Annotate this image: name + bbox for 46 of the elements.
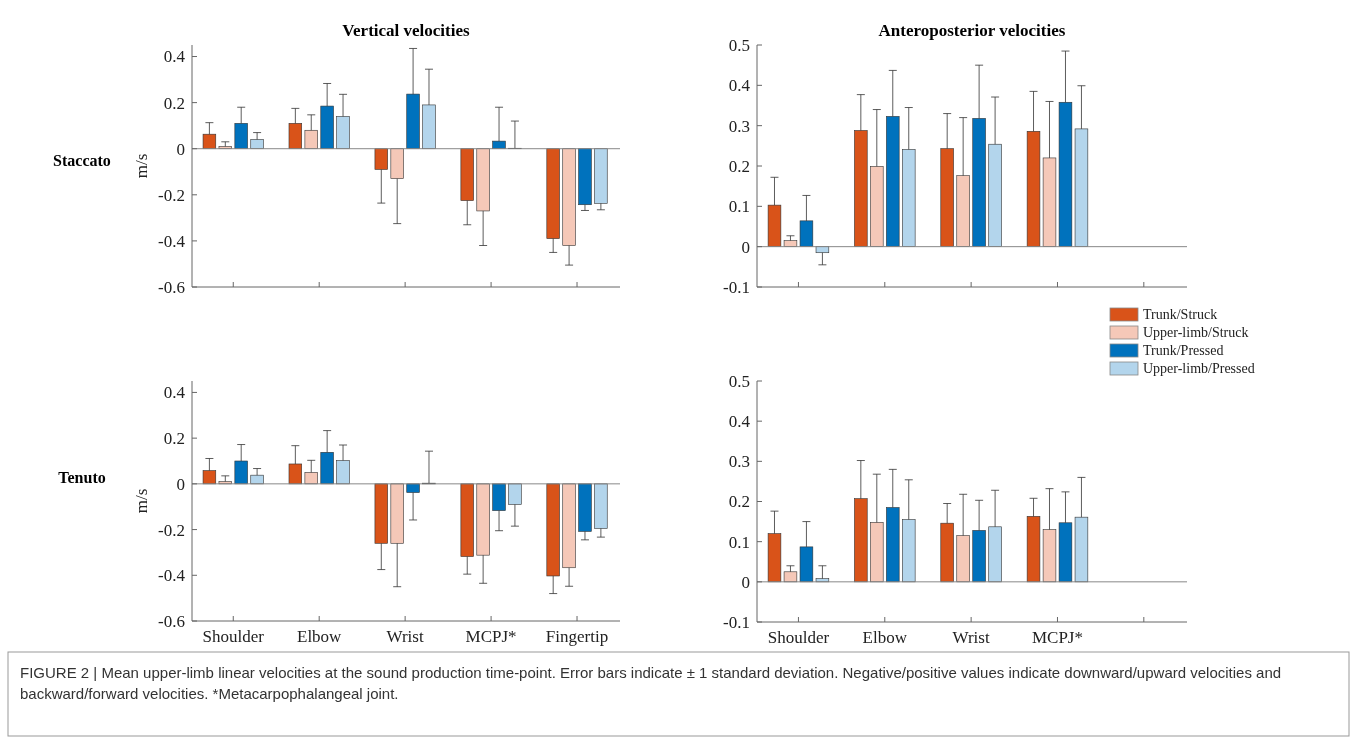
chart-title: Anteroposterior velocities	[878, 21, 1066, 40]
legend-label: Trunk/Struck	[1143, 307, 1218, 323]
y-tick-label: 0.2	[163, 93, 185, 113]
x-tick-label: Wrist	[386, 627, 424, 646]
y-tick-label: -0.2	[158, 520, 185, 540]
y-tick-label: -0.4	[158, 566, 186, 586]
x-tick-label: Fingertip	[545, 627, 609, 646]
y-tick-label: 0.1	[728, 197, 750, 217]
x-tick-label: MCPJ*	[1031, 628, 1083, 647]
y-tick-label: -0.1	[723, 277, 750, 297]
text: Tenuto	[58, 469, 106, 486]
x-tick-label: MCPJ*	[465, 627, 517, 646]
x-tick-label: Elbow	[297, 627, 343, 646]
y-tick-label: 0	[741, 237, 750, 257]
y-tick-label: 0.4	[163, 383, 186, 403]
legend-label: Upper-limb/Pressed	[1143, 361, 1255, 377]
y-tick-label: -0.6	[158, 277, 185, 297]
y-tick-label: -0.4	[158, 231, 186, 251]
text: Staccato	[53, 152, 111, 169]
y-tick-label: -0.2	[158, 185, 185, 205]
y-tick-label: 0.4	[728, 412, 751, 432]
y-tick-label: 0	[176, 474, 185, 494]
y-tick-label: 0.4	[728, 76, 751, 96]
chart-title: Vertical velocities	[342, 21, 471, 40]
x-tick-label: Elbow	[862, 628, 908, 647]
x-tick-label: Shoulder	[767, 628, 830, 647]
caption: FIGURE 2 | Mean upper-limb linear velocities at the sound production time-point. Error bars indicate ± 1 standard deviation. Negative/positive values indicate downward/upward velocities and backward/forward velocities. *Metacarpophalangeal joint.	[20, 663, 1283, 704]
y-tick-label: 0.5	[728, 35, 750, 55]
y-tick-label: -0.6	[158, 611, 185, 631]
y-axis-title: m/s	[132, 153, 151, 179]
y-tick-label: 0.2	[728, 492, 750, 512]
y-tick-label: 0	[176, 139, 185, 159]
y-tick-label: 0.2	[728, 156, 750, 176]
y-axis-title: m/s	[132, 488, 151, 514]
x-tick-label: Shoulder	[202, 627, 265, 646]
legend-label: Upper-limb/Struck	[1143, 325, 1249, 341]
x-tick-label: Wrist	[952, 628, 990, 647]
y-tick-label: -0.1	[723, 612, 750, 632]
legend-label: Trunk/Pressed	[1143, 343, 1224, 359]
y-tick-label: 0.5	[728, 371, 750, 391]
y-tick-label: 0.3	[728, 116, 750, 136]
y-tick-label: 0.2	[163, 429, 185, 449]
y-tick-label: 0.1	[728, 532, 750, 552]
y-tick-label: 0.4	[163, 47, 186, 67]
y-tick-label: 0.3	[728, 452, 750, 472]
y-tick-label: 0	[741, 572, 750, 592]
